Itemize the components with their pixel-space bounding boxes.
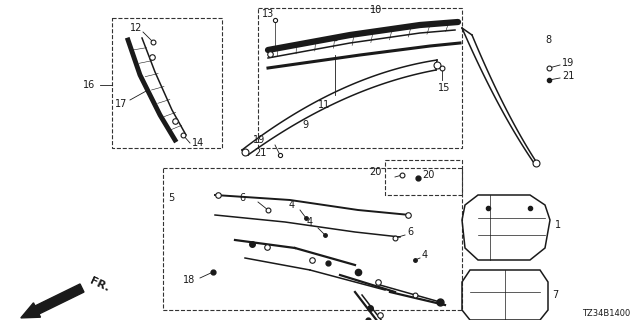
Text: 21: 21 [255,148,267,158]
Text: 4: 4 [307,217,313,227]
Text: 21: 21 [562,71,574,81]
Text: 17: 17 [115,99,127,109]
FancyArrow shape [21,284,84,318]
Text: 11: 11 [318,100,330,110]
Text: 9: 9 [302,120,308,130]
Text: 4: 4 [289,200,295,210]
Text: 6: 6 [407,227,413,237]
Text: TZ34B1400: TZ34B1400 [582,308,630,317]
Text: 5: 5 [168,193,174,203]
Text: 10: 10 [370,5,382,15]
Text: 19: 19 [562,58,574,68]
Text: 7: 7 [552,290,558,300]
Text: 1: 1 [555,220,561,230]
Text: 12: 12 [130,23,142,33]
Text: 20: 20 [422,170,435,180]
Text: 6: 6 [239,193,245,203]
Text: 18: 18 [183,275,195,285]
Text: 20: 20 [370,167,382,177]
Text: 19: 19 [253,135,265,145]
Text: 4: 4 [422,250,428,260]
Text: 15: 15 [438,83,451,93]
Text: 8: 8 [545,35,551,45]
Text: 13: 13 [262,9,275,19]
Text: 14: 14 [192,138,204,148]
Text: 16: 16 [83,80,95,90]
Text: FR.: FR. [88,276,111,294]
